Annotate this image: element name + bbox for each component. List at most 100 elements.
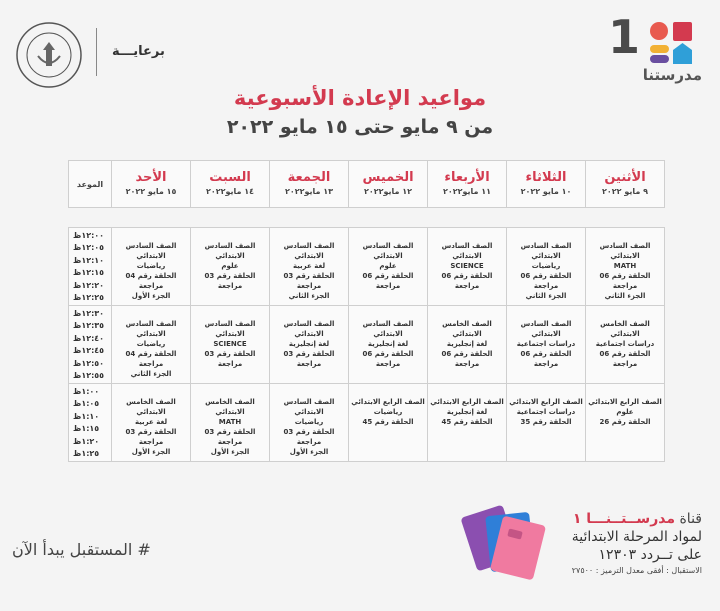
channel-info: قناة مدرســتــنـــا ١ لمواد المرحلة الاب…: [572, 510, 702, 578]
day-header-4: الجمعة ١٣ مايو٢٠٢٢: [269, 160, 349, 208]
cell-line: رياضيات: [136, 340, 166, 348]
schedule-cell: الصف السادس الابتدائي لغة عربية الحلقة رقم…: [269, 227, 349, 306]
cell-line: الحلقة رقم 06 مراجعة: [599, 272, 651, 290]
schedule-cell: الصف الخامس الابتدائي دراسات اجتماعية الحل…: [585, 305, 665, 384]
cell-line: الصف الخامس الابتدائي: [205, 398, 255, 416]
cell-line: الصف الرابع الابتدائي: [430, 398, 504, 406]
cell-line: الحلقة رقم 03 مراجعة: [125, 428, 177, 446]
cell-line: دراسات اجتماعية: [516, 340, 576, 348]
day-header-0: الأثنين ٩ مايو ٢٠٢٢: [585, 160, 665, 208]
cell-line: لغة عربية: [292, 262, 326, 270]
cell-line: الجزء الأول: [131, 448, 171, 456]
cell-line: MATH: [218, 418, 242, 426]
schedule-row: الصف الرابع الابتدائي علوم الحلقة رقم 26 ال…: [55, 383, 665, 462]
day-name: الأحد: [135, 170, 167, 185]
cell-line: الحلقة رقم 06 مراجعة: [362, 272, 414, 290]
schedule-cell: الصف الخامس الابتدائي MATH الحلقة رقم 03 م…: [190, 383, 270, 462]
schedule-cell: الصف الرابع الابتدائي علوم الحلقة رقم 26: [585, 383, 665, 462]
cell-line: الجزء الثاني: [288, 292, 330, 300]
day-date: ١٤ مايو٢٠٢٢: [205, 187, 255, 196]
cell-line: الحلقة رقم 06 مراجعة: [441, 350, 493, 368]
cell-line: الصف السادس الابتدائي: [125, 320, 177, 338]
cell-line: الصف الرابع الابتدائي: [588, 398, 662, 406]
cell-line: الجزء الأول: [131, 292, 171, 300]
cell-line: الصف السادس الابتدائي: [125, 242, 177, 260]
day-name: الأربعاء: [444, 170, 490, 185]
time-slot: ١٢:٥٠ظ: [73, 358, 105, 368]
cell-line: الحلقة رقم 26: [599, 418, 651, 426]
schedule-cell: الصف السادس الابتدائي رياضيات الحلقة رقم 0…: [111, 305, 191, 384]
cell-line: الحلقة رقم 06 مراجعة: [441, 272, 493, 290]
page-subtitle: من ٩ مايو حتى ١٥ مايو ٢٠٢٢: [226, 116, 494, 138]
channel-name: مدرســتــنـــا ١: [572, 511, 676, 527]
schedule-cell: الصف السادس الابتدائي SCIENCE الحلقة رقم 0…: [190, 305, 270, 384]
time-slot: ١:٠٠ظ: [73, 387, 100, 396]
cell-line: الحلقة رقم 03 مراجعة: [283, 428, 335, 446]
page-title: مواعيد الإعادة الأسبوعية: [233, 86, 487, 110]
cell-line: لغة إنجليزية: [288, 340, 330, 348]
madrasatna-logo-icon: [650, 22, 692, 64]
schedule-table: الأثنين ٩ مايو ٢٠٢٢ الثلاثاء ١٠ مايو ٢٠٢…: [55, 160, 665, 462]
channel-subject: لمواد المرحلة الابتدائية: [571, 529, 702, 545]
schedule-cell: الصف الرابع الابتدائي لغة إنجليزية الحلقة …: [427, 383, 507, 462]
cell-line: الحلقة رقم 06 مراجعة: [362, 350, 414, 368]
time-header: الموعد: [68, 160, 112, 208]
time-slot: ١٢:٠٥ظ: [73, 243, 105, 253]
cell-line: الصف السادس الابتدائي: [441, 242, 493, 260]
header-gap: [55, 208, 665, 228]
cell-line: الحلقة رقم 03 مراجعة: [204, 350, 256, 368]
cell-line: الجزء الثاني: [604, 292, 646, 300]
cell-line: الحلقة رقم 03 مراجعة: [283, 350, 335, 368]
time-header-label: الموعد: [76, 179, 104, 189]
schedule-cell: الصف السادس الابتدائي MATH الحلقة رقم 06 م…: [585, 227, 665, 306]
schedule-cell: الصف السادس الابتدائي علوم الحلقة رقم 03 م…: [190, 227, 270, 306]
day-date: ٩ مايو ٢٠٢٢: [602, 187, 648, 196]
cell-line: الصف الخامس الابتدائي: [126, 398, 176, 416]
cell-line: الجزء الأول: [210, 448, 250, 456]
time-slot: ١٢:١٥ظ: [73, 268, 105, 278]
day-name: الثلاثاء: [525, 170, 567, 185]
day-name: الجمعة: [287, 170, 331, 185]
cell-line: لغة إنجليزية: [367, 340, 409, 348]
schedule-cell: الصف السادس الابتدائي رياضيات الحلقة رقم 0…: [111, 227, 191, 306]
cell-line: الصف السادس الابتدائي: [283, 398, 335, 416]
time-slot: ١٢:٢٥ظ: [73, 292, 105, 302]
cell-line: الصف السادس الابتدائي: [520, 242, 572, 260]
cell-line: الصف السادس الابتدائي: [599, 242, 651, 260]
cell-line: الحلقة رقم 03 مراجعة: [204, 428, 256, 446]
day-date: ١٢ مايو٢٠٢٢: [363, 187, 413, 196]
time-slot: ١:٠٥ظ: [73, 399, 100, 409]
cell-line: لغة إنجليزية: [446, 340, 488, 348]
time-slot: ١٢:٤٠ظ: [73, 333, 105, 343]
time-slots: ١:٠٠ظ ١:٠٥ظ ١:١٠ظ ١:١٥ظ ١:٢٠ظ ١:٢٥ظ: [68, 383, 112, 462]
time-slots: ١٢:٠٠ظ ١٢:٠٥ظ ١٢:١٠ظ ١٢:١٥ظ ١٢:٢٠ظ ١٢:٢٥ظ: [68, 227, 112, 306]
cell-line: دراسات اجتماعية: [595, 340, 655, 348]
cell-line: الصف السادس الابتدائي: [204, 320, 256, 338]
reception-info: الاستقبال : أفقى معدل الترميز : ٢٧٥٠٠: [571, 566, 702, 575]
slogan: # المستقبل يبدأ الآن: [12, 540, 151, 559]
schedule-cell: الصف السادس الابتدائي لغة إنجليزية الحلقة …: [348, 305, 428, 384]
channel-number: 1: [607, 10, 640, 64]
cell-line: الحلقة رقم 45: [441, 418, 493, 426]
day-date: ١٠ مايو ٢٠٢٢: [520, 187, 572, 196]
day-header-3: الخميس ١٢ مايو٢٠٢٢: [348, 160, 428, 208]
logo-name: مدرستنا: [642, 66, 702, 84]
cell-line: الصف السادس الابتدائي: [283, 242, 335, 260]
cell-line: الحلقة رقم 03 مراجعة: [283, 272, 335, 290]
schedule-cell: الصف السادس الابتدائي علوم الحلقة رقم 06 م…: [348, 227, 428, 306]
books-illustration-icon: [461, 505, 546, 580]
cell-line: SCIENCE: [213, 340, 247, 348]
schedule-cell: الصف الرابع الابتدائي دراسات اجتماعية الحل…: [506, 383, 586, 462]
cell-line: الصف السادس الابتدائي: [362, 320, 414, 338]
time-slot: ١:١٠ظ: [73, 411, 100, 421]
schedule-cell: الصف السادس الابتدائي رياضيات الحلقة رقم 0…: [506, 227, 586, 306]
cell-line: علوم: [221, 262, 239, 270]
time-slot: ١٢:٤٥ظ: [73, 346, 105, 356]
schedule-cell: الصف الرابع الابتدائي رياضيات الحلقة رقم 4…: [348, 383, 428, 462]
time-slot: ١٢:١٠ظ: [73, 255, 105, 265]
cell-line: الحلقة رقم 04 مراجعة: [125, 350, 177, 368]
schedule-cell: الصف السادس الابتدائي رياضيات الحلقة رقم 0…: [269, 383, 349, 462]
cell-line: الصف الرابع الابتدائي: [351, 398, 425, 406]
madrasatna-logo: [632, 16, 702, 86]
